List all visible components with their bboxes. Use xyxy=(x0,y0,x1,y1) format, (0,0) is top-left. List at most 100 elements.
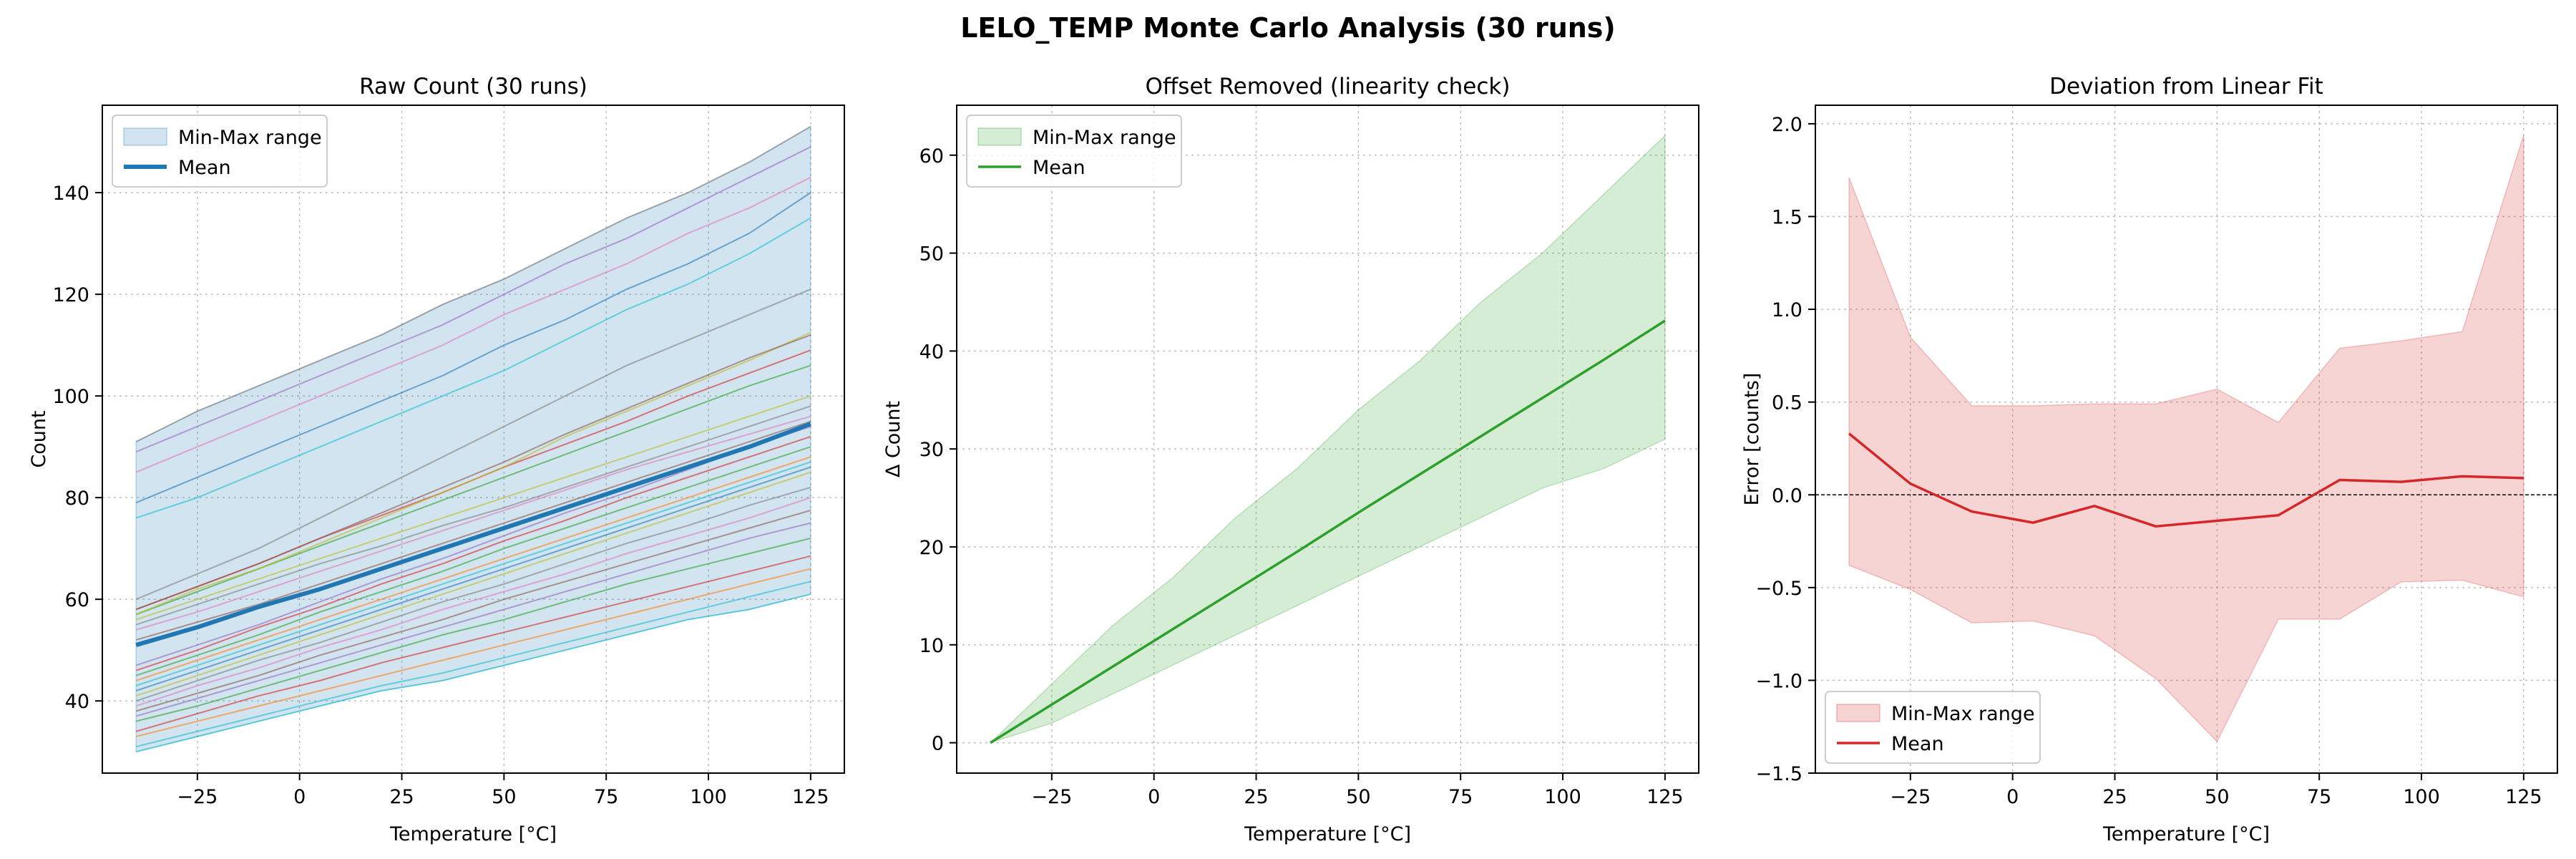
x-tick-label: 0 xyxy=(1148,786,1160,808)
y-tick-label: 0.5 xyxy=(1772,392,1802,414)
x-tick-label: −25 xyxy=(1031,786,1072,808)
legend-range-swatch xyxy=(1836,704,1880,722)
legend-range-swatch xyxy=(123,127,167,146)
legend-mean-label: Mean xyxy=(1891,733,1944,755)
x-tick-label: 125 xyxy=(2505,786,2542,808)
x-axis-label: Temperature [°C] xyxy=(1244,823,1411,845)
legend-mean-label: Mean xyxy=(178,157,231,179)
axes-frame xyxy=(102,105,845,774)
y-tick-label: 40 xyxy=(65,691,89,713)
x-tick-label: 125 xyxy=(1646,786,1684,808)
axes-frame xyxy=(1815,105,2558,774)
run-line xyxy=(135,334,811,611)
x-tick-label: 50 xyxy=(2205,786,2229,808)
y-axis-label: Error [counts] xyxy=(1741,373,1763,506)
legend-box xyxy=(1825,691,2041,764)
x-axis-label: Temperature [°C] xyxy=(2102,823,2270,845)
run-line xyxy=(135,288,811,601)
y-tick-label: 1.5 xyxy=(1772,207,1802,229)
y-tick-label: −1.5 xyxy=(1755,763,1802,785)
panel-title: Raw Count (30 runs) xyxy=(359,74,587,100)
mean-line xyxy=(135,422,811,647)
panel-raw-count: Raw Count (30 runs) Temperature [°C] Cou… xyxy=(28,74,845,845)
legend-range-swatch xyxy=(977,127,1022,146)
y-tick-label: 120 xyxy=(52,284,89,306)
y-tick-label: 0 xyxy=(932,733,944,755)
legend-box xyxy=(966,115,1182,188)
run-line xyxy=(135,176,811,473)
panel-deviation: Deviation from Linear Fit Temperature [°… xyxy=(1741,74,2558,845)
run-line xyxy=(135,331,811,616)
run-line xyxy=(135,415,811,631)
y-tick-label: 30 xyxy=(919,439,944,461)
run-line xyxy=(135,192,811,504)
y-tick-label: 100 xyxy=(52,386,89,408)
run-line xyxy=(135,522,811,717)
y-tick-label: 50 xyxy=(919,243,944,266)
run-line xyxy=(135,593,811,753)
legend-mean-label: Mean xyxy=(1033,157,1085,179)
x-tick-label: −25 xyxy=(1890,786,1931,808)
x-tick-label: 0 xyxy=(2006,786,2019,808)
x-tick-label: 75 xyxy=(594,786,618,808)
x-tick-label: 100 xyxy=(2403,786,2440,808)
run-line xyxy=(135,581,811,748)
panel-title: Deviation from Linear Fit xyxy=(2049,74,2323,100)
x-tick-label: 75 xyxy=(2307,786,2331,808)
run-line xyxy=(135,420,811,641)
mean-line xyxy=(1848,432,2524,528)
run-line xyxy=(135,537,811,722)
y-axis-label: Δ Count xyxy=(882,401,904,477)
x-tick-label: −25 xyxy=(177,786,218,808)
y-tick-label: 40 xyxy=(919,341,944,363)
run-line xyxy=(135,509,811,712)
run-line xyxy=(135,436,811,671)
x-tick-label: 75 xyxy=(1448,786,1473,808)
run-line xyxy=(135,461,811,686)
run-line xyxy=(135,456,811,681)
run-line xyxy=(135,555,811,732)
y-axis-label: Count xyxy=(28,410,50,467)
y-tick-label: 60 xyxy=(65,589,89,611)
y-tick-label: −0.5 xyxy=(1755,578,1802,600)
panel-title: Offset Removed (linearity check) xyxy=(1146,74,1511,100)
run-line xyxy=(135,217,811,519)
run-line xyxy=(135,446,811,676)
x-tick-label: 100 xyxy=(1544,786,1581,808)
x-tick-label: 25 xyxy=(2102,786,2127,808)
run-line xyxy=(135,125,811,442)
y-tick-label: 1.0 xyxy=(1772,299,1802,321)
y-tick-label: −1.0 xyxy=(1755,670,1802,692)
legend-range-label: Min-Max range xyxy=(178,127,322,149)
y-tick-label: 10 xyxy=(919,635,944,657)
x-tick-label: 50 xyxy=(492,786,516,808)
run-line xyxy=(135,471,811,697)
legend-range-label: Min-Max range xyxy=(1033,127,1176,149)
min-max-band xyxy=(990,134,1666,744)
figure-title: LELO_TEMP Monte Carlo Analysis (30 runs) xyxy=(960,12,1616,44)
x-tick-label: 25 xyxy=(389,786,414,808)
panel-offset-removed: Offset Removed (linearity check) Tempera… xyxy=(882,74,1699,845)
y-tick-label: 20 xyxy=(919,537,944,559)
run-line xyxy=(135,405,811,626)
y-tick-label: 80 xyxy=(65,487,89,510)
x-tick-label: 0 xyxy=(293,786,306,808)
axes-frame xyxy=(956,105,1699,774)
y-tick-label: 2.0 xyxy=(1772,114,1802,136)
x-tick-label: 100 xyxy=(690,786,727,808)
run-line xyxy=(135,568,811,737)
min-max-band xyxy=(1848,135,2524,743)
run-line xyxy=(135,466,811,691)
run-line xyxy=(135,146,811,453)
mean-line xyxy=(990,319,1666,744)
run-line xyxy=(135,395,811,621)
y-tick-label: 0.0 xyxy=(1772,485,1802,507)
x-tick-label: 25 xyxy=(1244,786,1268,808)
x-tick-label: 50 xyxy=(1346,786,1370,808)
legend-range-label: Min-Max range xyxy=(1891,703,2035,725)
x-axis-label: Temperature [°C] xyxy=(389,823,557,845)
y-tick-label: 140 xyxy=(52,183,89,205)
run-line xyxy=(135,486,811,702)
